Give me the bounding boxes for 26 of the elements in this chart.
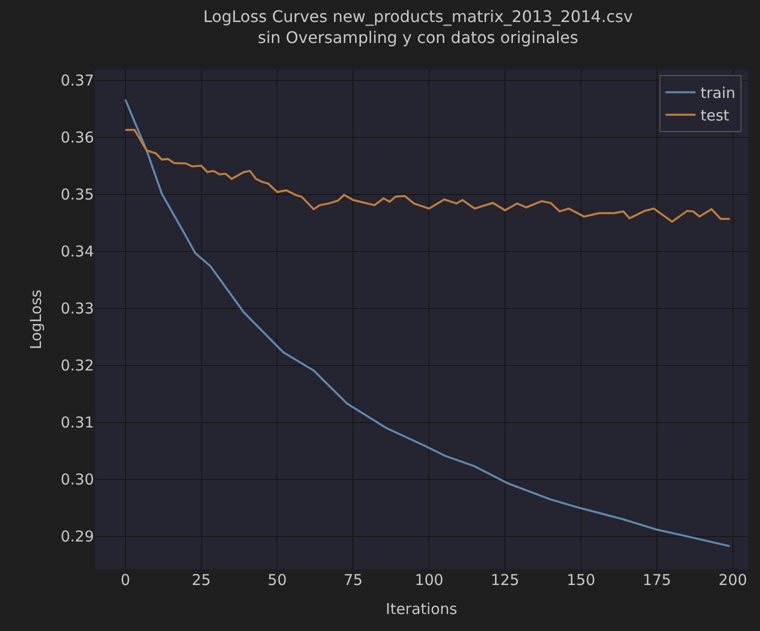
chart-title: LogLoss Curves new_products_matrix_2013_2014.csv	[203, 7, 633, 26]
y-tick-label: 0.31	[60, 414, 94, 432]
y-tick-label: 0.29	[60, 528, 94, 546]
x-tick-label: 150	[566, 571, 596, 589]
x-tick-label: 25	[192, 571, 211, 589]
x-tick-label: 100	[414, 571, 444, 589]
y-tick-label: 0.37	[60, 72, 94, 90]
chart-subtitle: sin Oversampling y con datos originales	[258, 28, 578, 47]
y-tick-label: 0.30	[60, 470, 94, 489]
x-tick-label: 50	[268, 571, 287, 589]
x-tick-label: 75	[344, 571, 363, 589]
y-tick-label: 0.34	[60, 242, 94, 261]
x-tick-label: 200	[718, 571, 748, 589]
y-tick-label: 0.33	[60, 300, 94, 318]
legend-label: train	[700, 84, 736, 102]
x-tick-label: 125	[490, 571, 520, 589]
legend-label: test	[700, 106, 730, 125]
x-tick-label: 175	[642, 571, 672, 589]
x-axis-title: Iterations	[386, 600, 458, 618]
y-tick-label: 0.35	[60, 186, 94, 204]
y-axis-title: LogLoss	[26, 289, 45, 350]
y-tick-label: 0.36	[60, 128, 94, 147]
x-tick-label: 0	[120, 571, 130, 589]
y-tick-label: 0.32	[60, 356, 94, 375]
line-series	[124, 98, 731, 548]
line-series	[124, 128, 731, 223]
